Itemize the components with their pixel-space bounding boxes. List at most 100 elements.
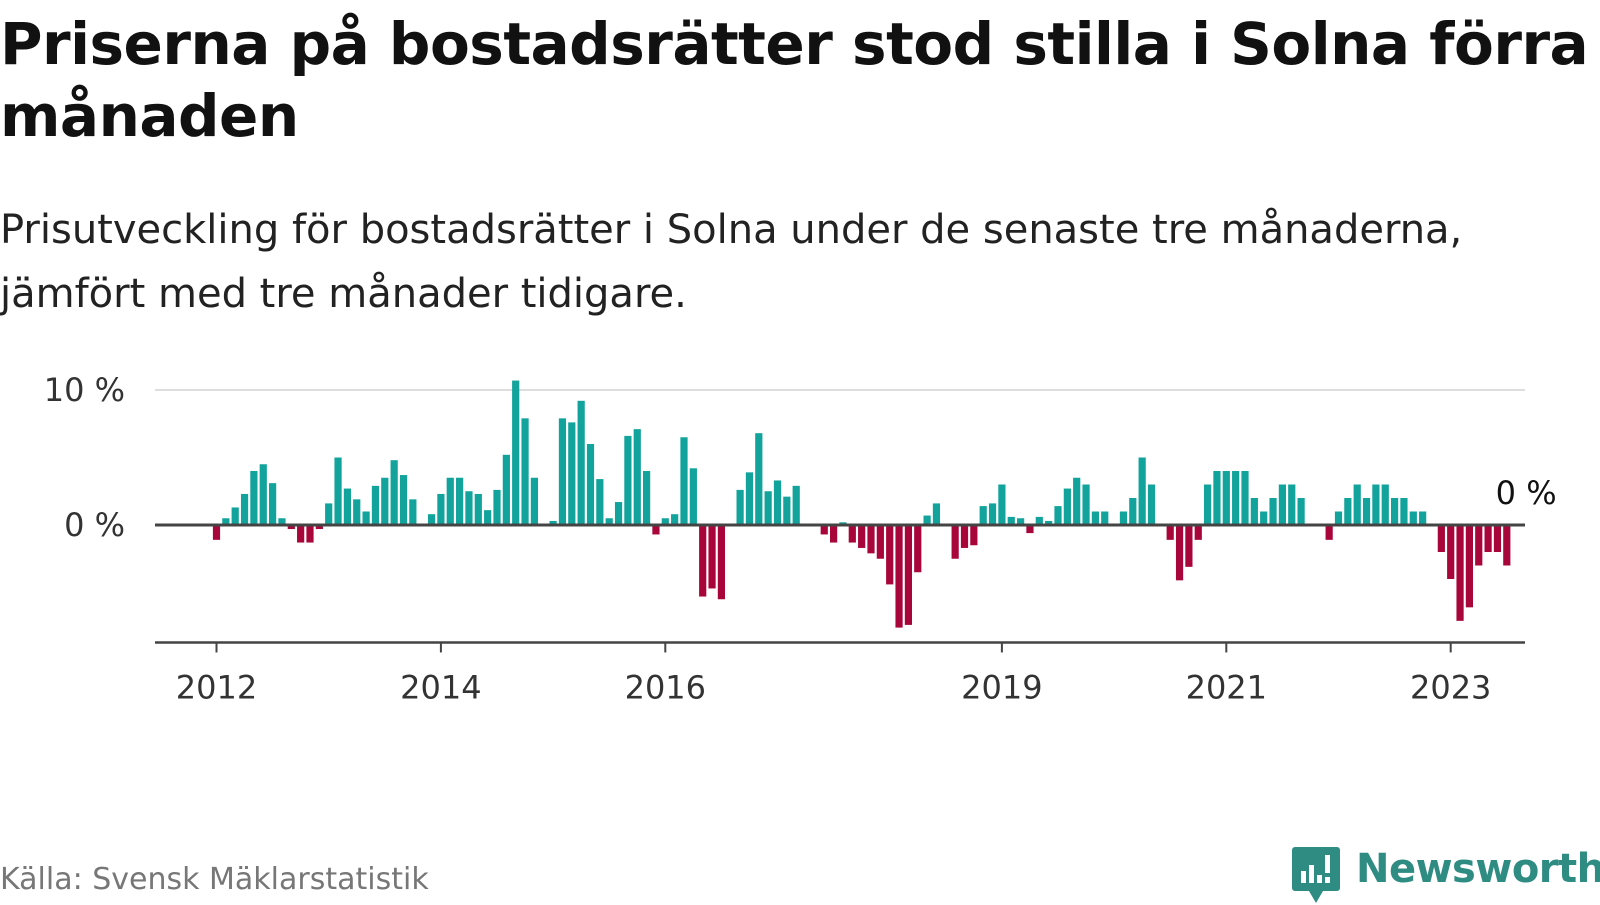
- bar: [409, 499, 417, 525]
- bar: [1334, 511, 1343, 525]
- bar: [960, 525, 969, 548]
- bar: [979, 506, 987, 525]
- brand-name: Newsworthy: [1356, 846, 1600, 892]
- bar: [914, 525, 922, 573]
- bar: [680, 437, 688, 525]
- bar: [1194, 525, 1202, 540]
- bar: [708, 525, 716, 589]
- bar: [1101, 511, 1109, 525]
- bar: [1400, 498, 1408, 525]
- bar: [1278, 484, 1286, 525]
- bar: [353, 499, 361, 525]
- bar: [465, 491, 473, 525]
- bar: [633, 429, 641, 525]
- bar: [858, 525, 866, 548]
- bar: [586, 444, 595, 525]
- bar: [222, 518, 230, 525]
- bar: [1017, 518, 1025, 525]
- bar: [325, 503, 333, 525]
- bar: [212, 525, 221, 540]
- bar: [1381, 484, 1389, 525]
- bar: [568, 422, 576, 525]
- bar: [1063, 488, 1071, 525]
- brand: Newsworthy: [1292, 845, 1600, 903]
- bar: [1166, 525, 1174, 540]
- bar: [605, 518, 613, 525]
- bar: [689, 468, 697, 525]
- bar: [717, 525, 725, 600]
- bar: [830, 525, 838, 543]
- bar: [371, 485, 380, 525]
- bar: [1007, 516, 1015, 525]
- bar: [1129, 498, 1137, 525]
- bar-chart: 0 % 10 % 2012 2014 2016 2019 2021 2023 0 %: [44, 371, 1557, 706]
- bar: [1082, 484, 1090, 525]
- bar: [867, 525, 875, 554]
- bar: [951, 525, 959, 559]
- bar: [643, 471, 651, 525]
- bar: [1344, 498, 1352, 525]
- x-tick-label: 2016: [625, 668, 706, 706]
- bar: [1073, 477, 1081, 525]
- bar: [231, 507, 239, 525]
- bar: [437, 493, 445, 525]
- bar: [1204, 484, 1212, 525]
- bar: [1437, 525, 1445, 552]
- bar: [1409, 511, 1417, 525]
- bar: [596, 479, 604, 525]
- x-tick-label: 2019: [961, 668, 1042, 706]
- bar: [1456, 525, 1464, 621]
- bar: [493, 489, 501, 525]
- bar: [1119, 511, 1128, 525]
- bar: [512, 380, 520, 525]
- bar: [848, 525, 856, 543]
- bar: [334, 457, 342, 525]
- bar: [1503, 525, 1511, 566]
- bar: [549, 520, 557, 525]
- bar: [1372, 484, 1380, 525]
- bar: [970, 525, 978, 546]
- bar: [502, 454, 510, 525]
- bar: [1185, 525, 1193, 567]
- bar: [783, 496, 791, 525]
- bar: [1475, 525, 1483, 566]
- bar: [932, 503, 941, 525]
- bar: [1447, 525, 1455, 579]
- bar: [315, 525, 323, 530]
- bar: [1250, 498, 1258, 525]
- bar: [1026, 525, 1034, 534]
- axes: [155, 523, 1525, 653]
- bar: [1288, 484, 1296, 525]
- bar: [745, 472, 754, 525]
- bar: [1138, 457, 1146, 525]
- bar: [1391, 498, 1399, 525]
- bar: [661, 518, 669, 525]
- bars: [212, 380, 1511, 628]
- bar: [250, 471, 258, 525]
- bar: [1493, 525, 1502, 552]
- bar: [269, 483, 277, 525]
- bar: [1147, 484, 1156, 525]
- bar: [297, 525, 305, 543]
- bar: [1045, 520, 1053, 525]
- bar: [287, 525, 295, 530]
- bar: [1222, 471, 1230, 525]
- bar: [886, 525, 894, 585]
- bar: [1362, 498, 1371, 525]
- bar: [1175, 525, 1184, 581]
- bar: [1353, 484, 1361, 525]
- x-tick-label: 2023: [1410, 668, 1491, 706]
- tick-labels: 0 % 10 % 2012 2014 2016 2019 2021 2023 0 %: [44, 371, 1557, 706]
- bar: [1484, 525, 1492, 552]
- bar: [390, 460, 398, 525]
- bar: [736, 489, 744, 525]
- bar: [792, 485, 800, 525]
- bar: [1035, 516, 1043, 525]
- bar: [671, 514, 679, 525]
- newsworthy-logo-icon: [1292, 847, 1340, 903]
- bar: [484, 510, 492, 525]
- x-tick-label: 2021: [1186, 668, 1267, 706]
- bar: [820, 525, 828, 535]
- bar: [904, 525, 912, 625]
- bar: [699, 525, 707, 597]
